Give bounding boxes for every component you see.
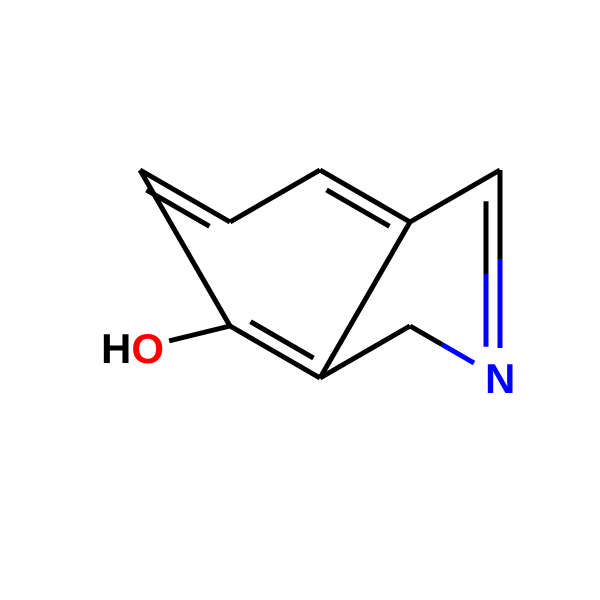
bond-line — [251, 322, 314, 358]
bond-line — [410, 326, 442, 344]
bond-line — [169, 326, 230, 341]
bond-line — [442, 344, 474, 362]
atom-label-c: HO — [101, 325, 164, 372]
atom-label-n: N — [485, 355, 515, 402]
molecule-canvas: HO N — [0, 0, 600, 600]
bond-line — [326, 190, 389, 226]
bond-line — [230, 170, 320, 222]
